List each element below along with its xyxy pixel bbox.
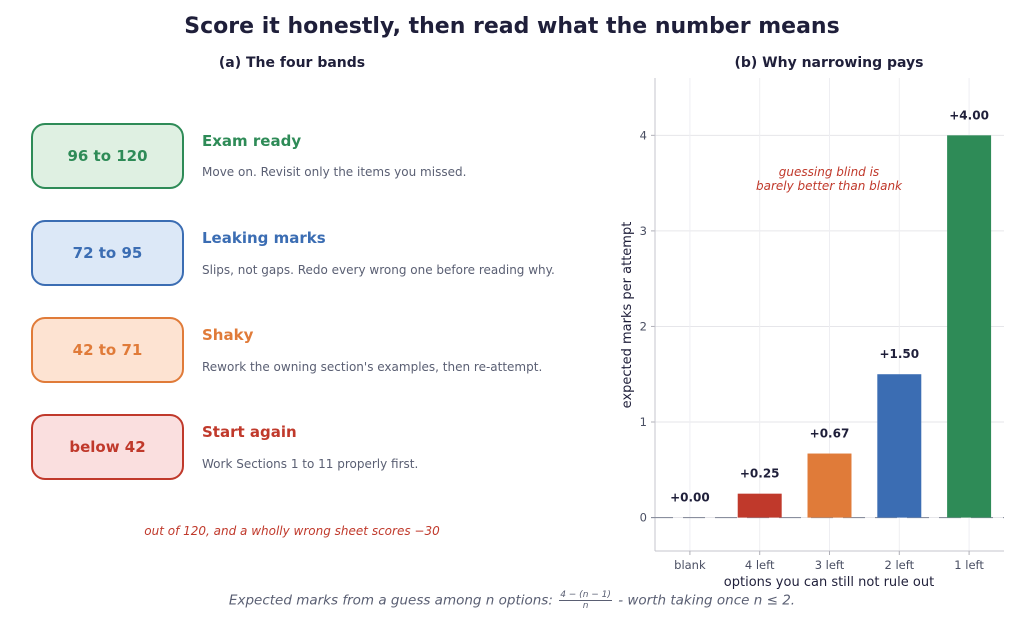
y-tick-label: 2 [640, 319, 647, 333]
y-tick-label: 4 [640, 128, 647, 142]
footnote-suffix: - worth taking once n ≤ 2. [618, 592, 796, 609]
bar-value-label: +1.50 [879, 347, 919, 361]
band-desc-exam-ready: Move on. Revisit only the items you miss… [202, 165, 467, 179]
bar-value-label: +0.25 [740, 467, 780, 481]
chart-annotation-line1: guessing blind is [779, 165, 879, 179]
panel-a-title: (a) The four bands [218, 55, 366, 71]
band-desc-leaking-marks: Slips, not gaps. Redo every wrong one be… [202, 263, 555, 277]
bar-2-left [877, 374, 922, 518]
bar-4-left [737, 493, 782, 518]
page-title: Score it honestly, then read what the nu… [184, 14, 840, 39]
band-label-shaky: Shaky [202, 326, 254, 344]
band-label-leaking-marks: Leaking marks [202, 229, 326, 247]
score-note: out of 120, and a wholly wrong sheet sco… [144, 524, 440, 538]
fraction-denominator: n [582, 601, 589, 611]
x-tick-label: 4 left [745, 558, 775, 572]
x-tick-label: 1 left [954, 558, 984, 572]
bar-3-left [807, 453, 852, 518]
band-box-shaky: 42 to 71 [31, 317, 184, 383]
x-tick-label: 3 left [815, 558, 845, 572]
bar-value-label: +0.00 [670, 491, 710, 505]
fraction-numerator: 4 − (n − 1) [559, 590, 612, 601]
band-desc-start-again: Work Sections 1 to 11 properly first. [202, 457, 419, 471]
band-desc-shaky: Rework the owning section's examples, th… [202, 360, 543, 374]
y-axis-label: expected marks per attempt [620, 222, 635, 409]
panel-b-title: (b) Why narrowing pays [734, 55, 924, 71]
y-tick-label: 1 [640, 415, 647, 429]
footnote: Expected marks from a guess among n opti… [0, 590, 1024, 611]
chart-annotation-line2: barely better than blank [756, 179, 903, 193]
y-tick-label: 3 [640, 224, 647, 238]
x-axis-label: options you can still not rule out [724, 575, 934, 590]
band-label-exam-ready: Exam ready [202, 132, 302, 150]
x-tick-label: blank [674, 558, 706, 572]
bar-value-label: +4.00 [949, 108, 989, 122]
bar-1-left [947, 135, 992, 518]
band-label-start-again: Start again [202, 423, 297, 441]
band-box-start-again: below 42 [31, 414, 184, 480]
band-box-exam-ready: 96 to 120 [31, 123, 184, 189]
footnote-fraction: 4 − (n − 1) n [559, 590, 612, 611]
band-box-leaking-marks: 72 to 95 [31, 220, 184, 286]
footnote-prefix: Expected marks from a guess among n opti… [228, 592, 553, 609]
y-tick-label: 0 [640, 511, 647, 525]
bar-value-label: +0.67 [810, 427, 850, 441]
x-tick-label: 2 left [884, 558, 914, 572]
